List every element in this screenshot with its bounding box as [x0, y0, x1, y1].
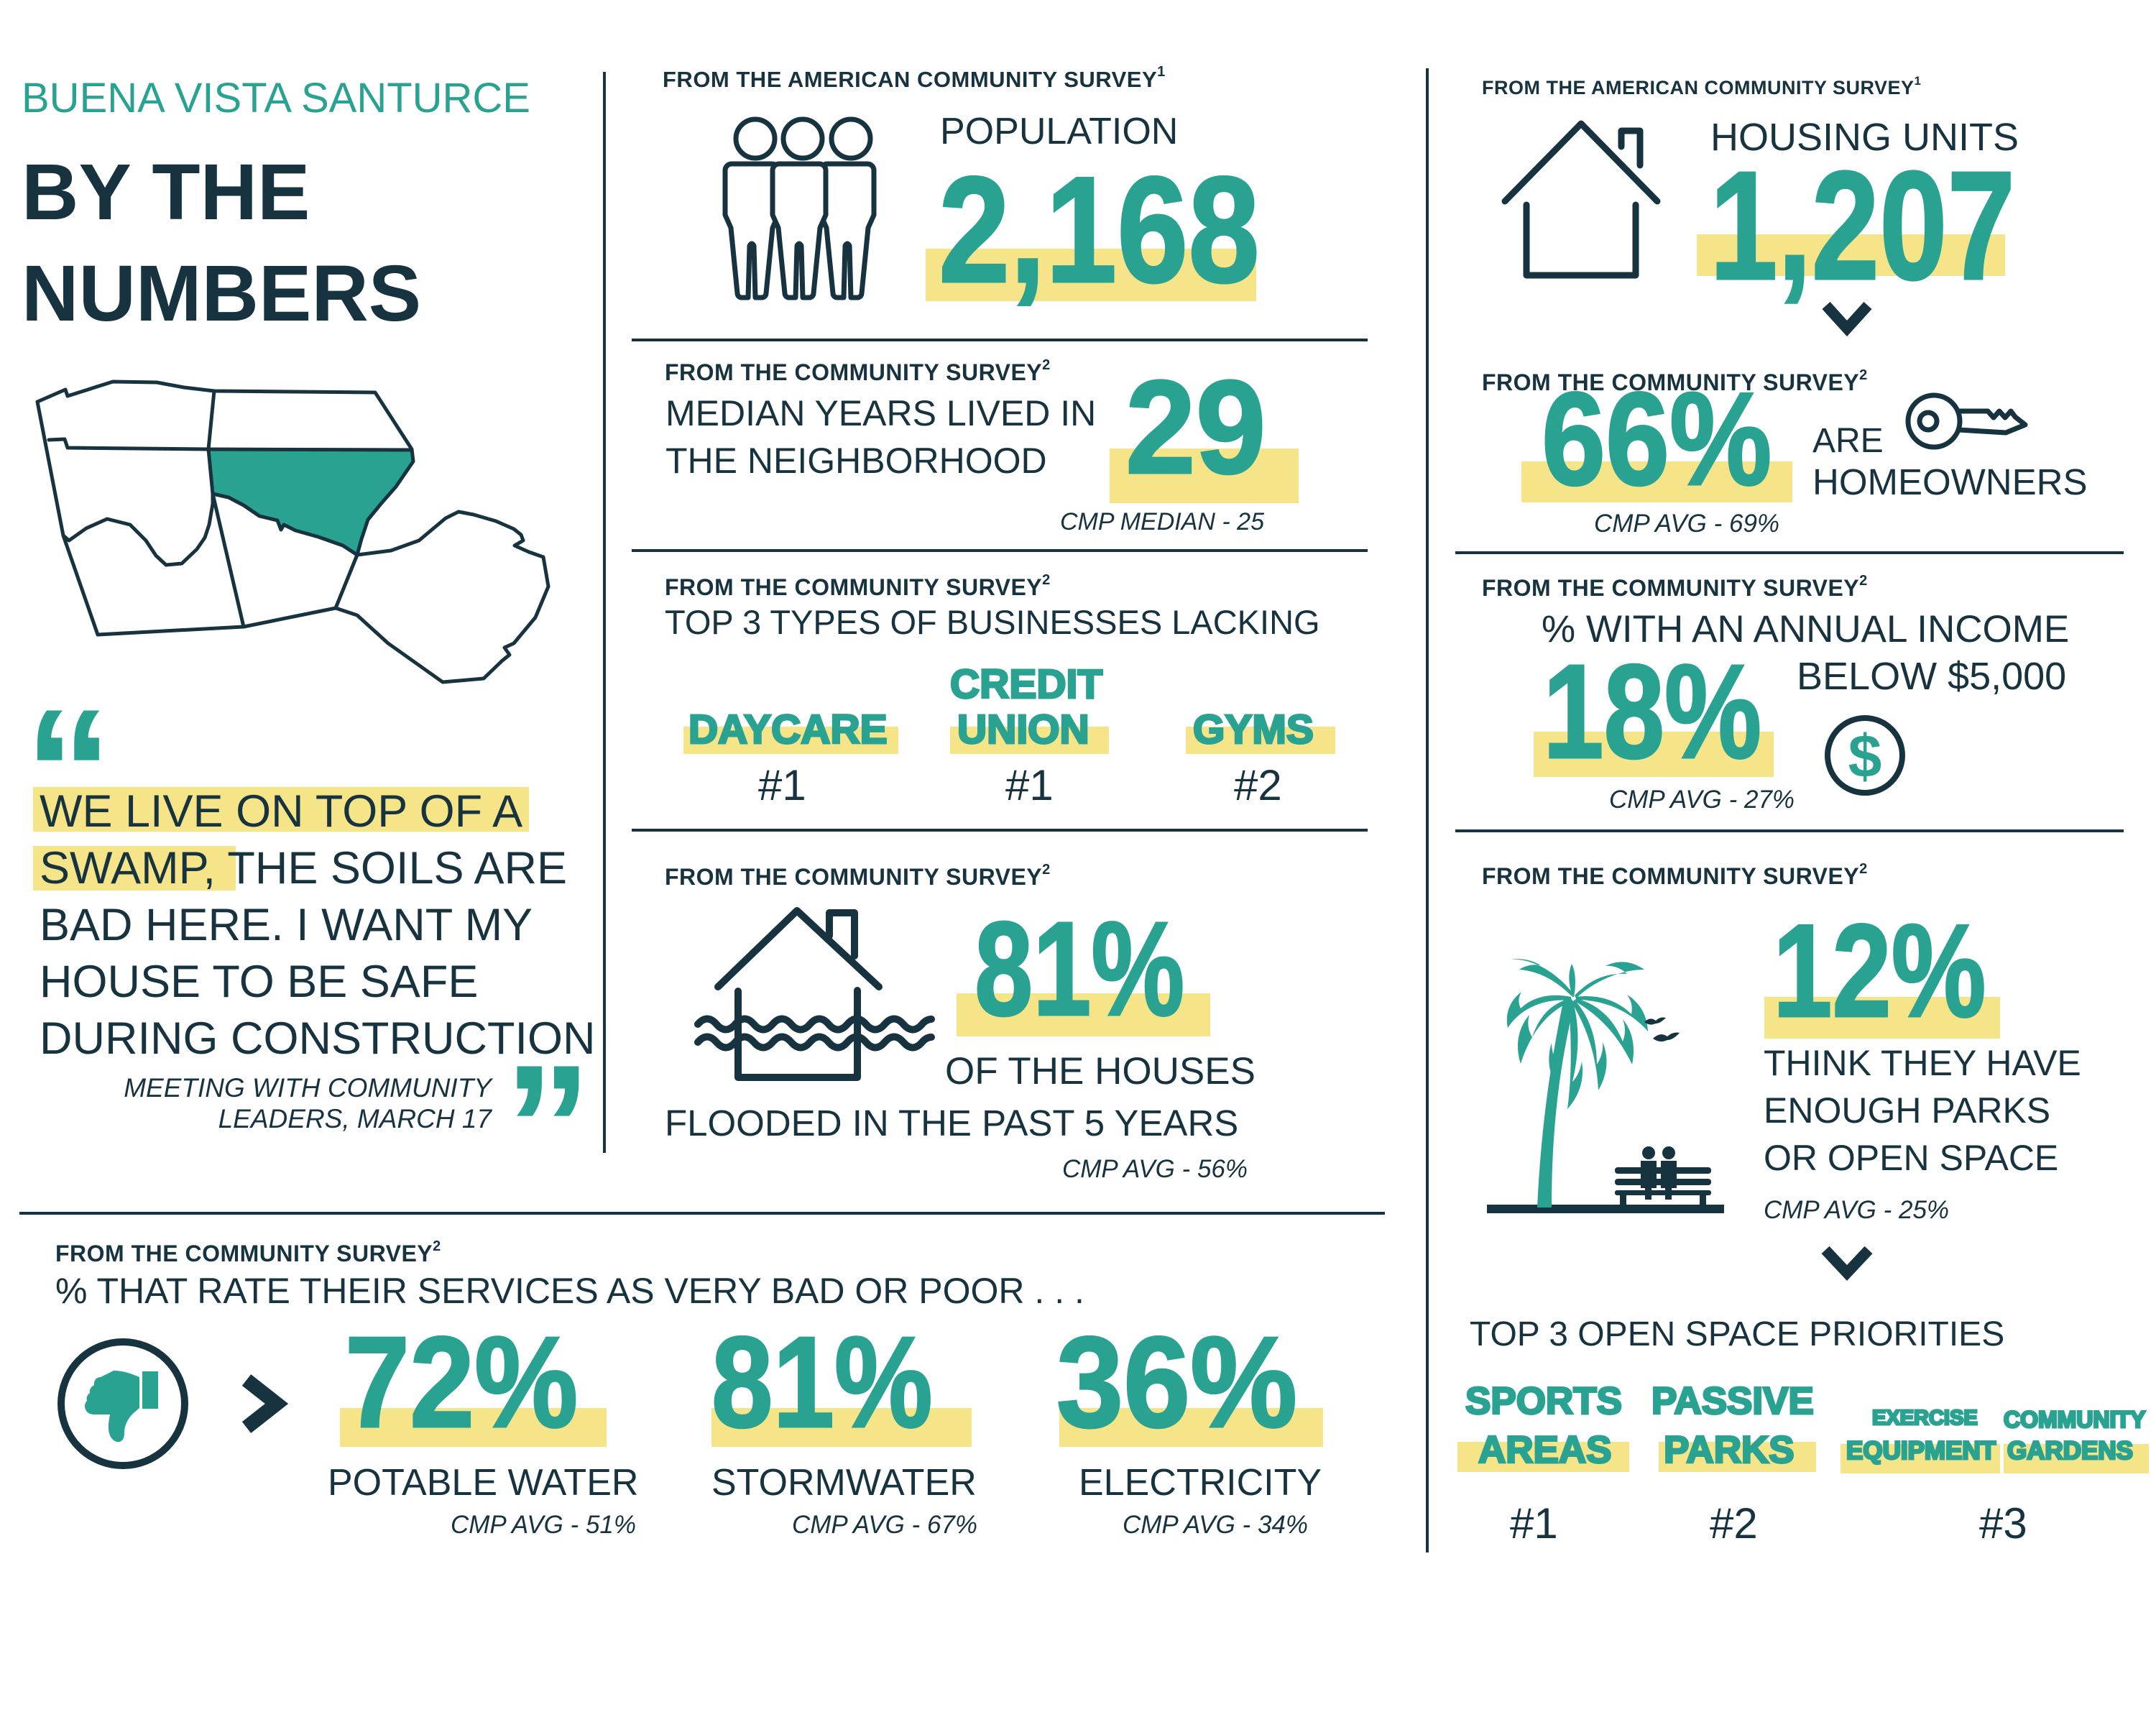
svg-text:$: $ — [1848, 722, 1882, 790]
